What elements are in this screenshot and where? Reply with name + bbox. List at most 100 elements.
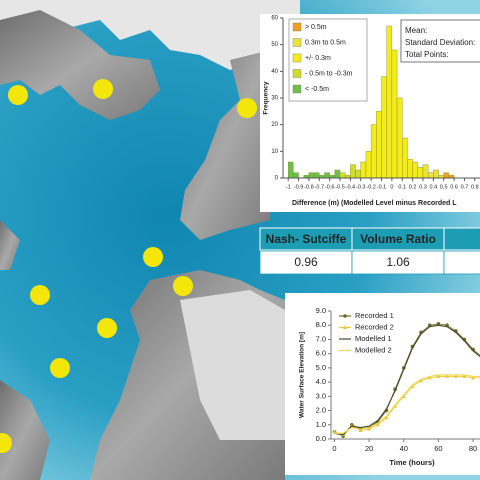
stats-box: [400, 19, 480, 63]
station-dot: [0, 433, 12, 453]
y-tick-label: 10: [271, 149, 278, 155]
series-marker: [358, 428, 363, 432]
hist-bar: [433, 169, 439, 179]
value-text: 1.06: [386, 255, 410, 269]
series-marker: [332, 429, 337, 434]
y-tick-label: 50: [271, 42, 278, 48]
line-chart: 0.0 1.0 2.0 3.0 4.0 5.0 6.0 7.0 8.0 9.0 0 20 40 60 80 R…: [299, 306, 480, 467]
hist-bar: [422, 164, 429, 179]
series-marker: [471, 375, 476, 380]
y-tick-label: 9.0: [316, 306, 326, 315]
y-tick-label: 6.0: [316, 349, 326, 358]
legend-marker: [343, 314, 347, 318]
value-text: 0.96: [294, 255, 318, 269]
hist-bar: [350, 164, 356, 179]
legend-marker: [343, 325, 347, 329]
x-tick-label: -0.5: [335, 184, 344, 190]
hist-bar: [396, 97, 403, 179]
x-tick-label: 0.5: [440, 184, 448, 190]
land-top: [0, 0, 300, 70]
x-tick-label: 0.6: [450, 184, 458, 190]
y-tick-label: 0: [275, 176, 279, 182]
land-east: [180, 50, 270, 240]
y-tick-label: 40: [271, 69, 278, 75]
y-tick-label: 2.0: [316, 406, 326, 415]
hist-bar: [427, 172, 434, 179]
series-line: [334, 324, 480, 436]
hist-bar: [391, 49, 398, 179]
x-tick-label: -0.3: [356, 184, 365, 190]
y-tick-label: 4.0: [316, 377, 326, 386]
x-tick-label: 80: [469, 444, 477, 453]
series-line: [334, 376, 480, 436]
legend-box: [288, 18, 368, 102]
series-marker: [453, 374, 458, 378]
hist-bar: [402, 137, 408, 179]
x-tick-label: 0.1: [398, 184, 406, 190]
land-west: [0, 220, 20, 270]
legend-label: Modelled 2: [355, 345, 392, 354]
x-tick-label: -0.9: [294, 184, 303, 190]
x-axis-label: Time (hours): [389, 458, 435, 467]
legend-label: 0.3m to 0.5m: [305, 39, 346, 46]
line-panel: [285, 293, 480, 475]
series-marker: [445, 374, 450, 378]
series-marker: [375, 422, 380, 427]
series-marker: [436, 322, 441, 326]
legend-swatch: [292, 69, 302, 78]
y-tick-label: 30: [271, 96, 278, 102]
y-tick-label: 8.0: [316, 320, 326, 329]
series-marker: [419, 378, 424, 383]
legend-label: Recorded 2: [355, 322, 394, 331]
x-tick-label: 0.3: [419, 184, 427, 190]
x-tick-label: -0.8: [304, 184, 313, 190]
y-tick-label: 60: [271, 16, 278, 22]
legend-label: Modelled 1: [355, 334, 392, 343]
legend-swatch: [292, 38, 302, 47]
x-tick-label: 0.7: [461, 184, 469, 190]
y-tick-label: 0.0: [316, 434, 326, 443]
hist-bar: [334, 169, 341, 179]
hist-bar: [339, 172, 346, 179]
hist-bar: [376, 111, 382, 179]
station-dot: [50, 358, 70, 378]
hist-bar: [308, 172, 315, 179]
legend-label: Recorded 1: [355, 311, 394, 320]
x-tick-label: -0.6: [325, 184, 334, 190]
station-dot: [30, 285, 50, 305]
x-tick-label: -0.7: [315, 184, 324, 190]
x-tick-label: 60: [434, 444, 442, 453]
y-axis-label: Water Surface Elevation [m]: [299, 332, 306, 418]
stats-label: Mean:: [405, 26, 427, 35]
series-marker: [367, 426, 372, 431]
hist-bar: [313, 172, 320, 179]
legend-swatch: [292, 22, 302, 32]
y-tick-label: 20: [271, 122, 278, 128]
hist-bar: [370, 124, 377, 179]
legend-swatch: [292, 53, 302, 63]
station-dot: [8, 85, 28, 105]
hist-bar: [360, 161, 367, 179]
x-tick-label: -0.1: [377, 184, 386, 190]
x-tick-label: 20: [365, 444, 373, 453]
x-tick-label: -1: [286, 184, 291, 190]
header-text: Volume Ratio: [360, 232, 436, 246]
legend-swatch: [292, 84, 302, 94]
header-cell: [443, 227, 480, 251]
x-axis-label: Difference (m) (Modelled Level minus Rec…: [292, 200, 457, 207]
series-marker: [462, 374, 467, 378]
legend-label: - 0.5m to -0.3m: [305, 70, 353, 77]
stats-label: Standard Deviation:: [405, 38, 475, 47]
x-tick-label: 0.8: [471, 184, 479, 190]
hist-bar: [412, 161, 418, 179]
y-tick-label: 7.0: [316, 334, 326, 343]
x-tick-label: 0.4: [430, 184, 438, 190]
hist-bar: [386, 25, 393, 179]
hist-bar: [324, 172, 330, 179]
y-tick-label: 1.0: [316, 420, 326, 429]
hist-bar: [293, 172, 299, 179]
series-marker: [436, 374, 441, 378]
x-tick-label: 0: [390, 184, 393, 190]
